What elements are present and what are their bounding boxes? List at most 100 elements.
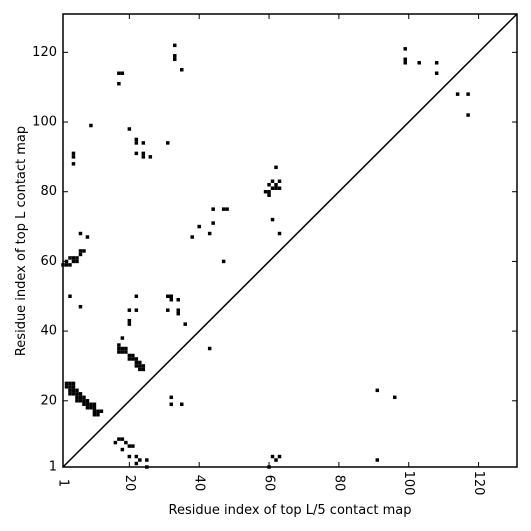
contact-point <box>85 399 90 403</box>
contact-point <box>131 353 135 358</box>
contact-point <box>466 92 470 96</box>
contact-point <box>78 249 83 253</box>
contact-point <box>134 294 139 298</box>
contact-point <box>274 165 278 170</box>
x-tick-label: 1 <box>56 479 71 487</box>
contact-point <box>75 392 79 396</box>
y-tick-label: 80 <box>40 184 57 199</box>
contact-point <box>78 231 83 236</box>
contact-point <box>267 193 271 197</box>
contact-point <box>197 224 201 229</box>
data-points <box>61 43 470 469</box>
x-tick-label: 20 <box>122 475 137 492</box>
contact-point <box>127 127 132 131</box>
contact-point <box>277 186 282 190</box>
contact-point <box>78 399 83 403</box>
contact-point <box>270 454 275 459</box>
y-tick-label: 20 <box>40 393 57 408</box>
contact-point <box>92 409 97 413</box>
contact-point <box>190 235 194 239</box>
contact-point <box>134 360 139 365</box>
y-axis-label: Residue index of top L contact map <box>14 126 29 356</box>
y-tick-label: 100 <box>32 115 57 130</box>
contact-point <box>89 123 93 128</box>
contact-point <box>138 458 142 462</box>
contact-point <box>113 440 118 445</box>
contact-point <box>127 318 132 323</box>
contact-point <box>96 412 100 417</box>
contact-point <box>434 71 439 75</box>
contact-point <box>179 68 184 72</box>
contact-point <box>75 388 79 393</box>
contact-point <box>127 308 132 312</box>
y-tick-label: 1 <box>49 460 57 475</box>
contact-point <box>120 71 125 75</box>
contact-point <box>134 454 139 459</box>
contact-point <box>134 308 139 312</box>
contact-point <box>71 381 76 386</box>
contact-point <box>78 395 83 400</box>
contact-point <box>71 256 76 260</box>
contact-point <box>117 343 121 347</box>
x-axis-label: Residue index of top L/5 contact map <box>169 503 412 518</box>
contact-point <box>85 402 90 407</box>
contact-point <box>274 183 278 187</box>
contact-point <box>141 364 146 368</box>
contact-point <box>166 141 170 145</box>
contact-point <box>267 189 271 194</box>
contact-point <box>141 155 146 159</box>
contact-point <box>263 189 268 194</box>
contact-point <box>64 385 69 389</box>
contact-point <box>176 298 180 302</box>
contact-point <box>82 249 86 253</box>
contact-point <box>92 406 97 410</box>
contact-point <box>148 155 153 159</box>
contact-point <box>68 385 72 389</box>
contact-point <box>64 381 69 386</box>
contact-point <box>434 61 439 65</box>
contact-point <box>169 298 174 302</box>
contact-point <box>141 151 146 156</box>
contact-point <box>173 57 177 62</box>
contact-point <box>124 440 128 445</box>
contact-point <box>99 409 104 413</box>
x-tick-label: 100 <box>401 471 416 496</box>
contact-point <box>134 364 139 368</box>
contact-point <box>166 308 170 312</box>
contact-point <box>176 308 180 312</box>
contact-point <box>270 217 275 222</box>
contact-point <box>173 54 177 58</box>
contact-point <box>277 454 282 459</box>
contact-point <box>393 395 397 400</box>
x-tick-label: 80 <box>331 475 346 492</box>
contact-point <box>131 444 135 448</box>
contact-point <box>138 367 142 372</box>
contact-point <box>127 357 132 361</box>
contact-point <box>117 81 121 86</box>
contact-point <box>75 399 79 403</box>
contact-point <box>183 322 187 326</box>
contact-point <box>92 412 97 417</box>
contact-point <box>169 402 174 407</box>
contact-point <box>138 364 142 368</box>
contact-point <box>82 395 86 400</box>
contact-point <box>225 207 229 211</box>
contact-point <box>403 47 407 51</box>
contact-point <box>169 395 174 400</box>
contact-point <box>375 388 380 393</box>
contact-point <box>466 113 470 117</box>
contact-point <box>221 259 226 264</box>
contact-point <box>127 444 132 448</box>
contact-point <box>274 186 278 190</box>
contact-point <box>96 409 100 413</box>
contact-point <box>75 395 79 400</box>
contact-point <box>207 346 212 351</box>
diagonal-line <box>62 13 518 468</box>
contact-point <box>134 461 139 466</box>
y-tick-label: 60 <box>40 254 57 269</box>
contact-point <box>92 402 97 407</box>
contact-point <box>221 207 226 211</box>
contact-point <box>117 346 121 351</box>
